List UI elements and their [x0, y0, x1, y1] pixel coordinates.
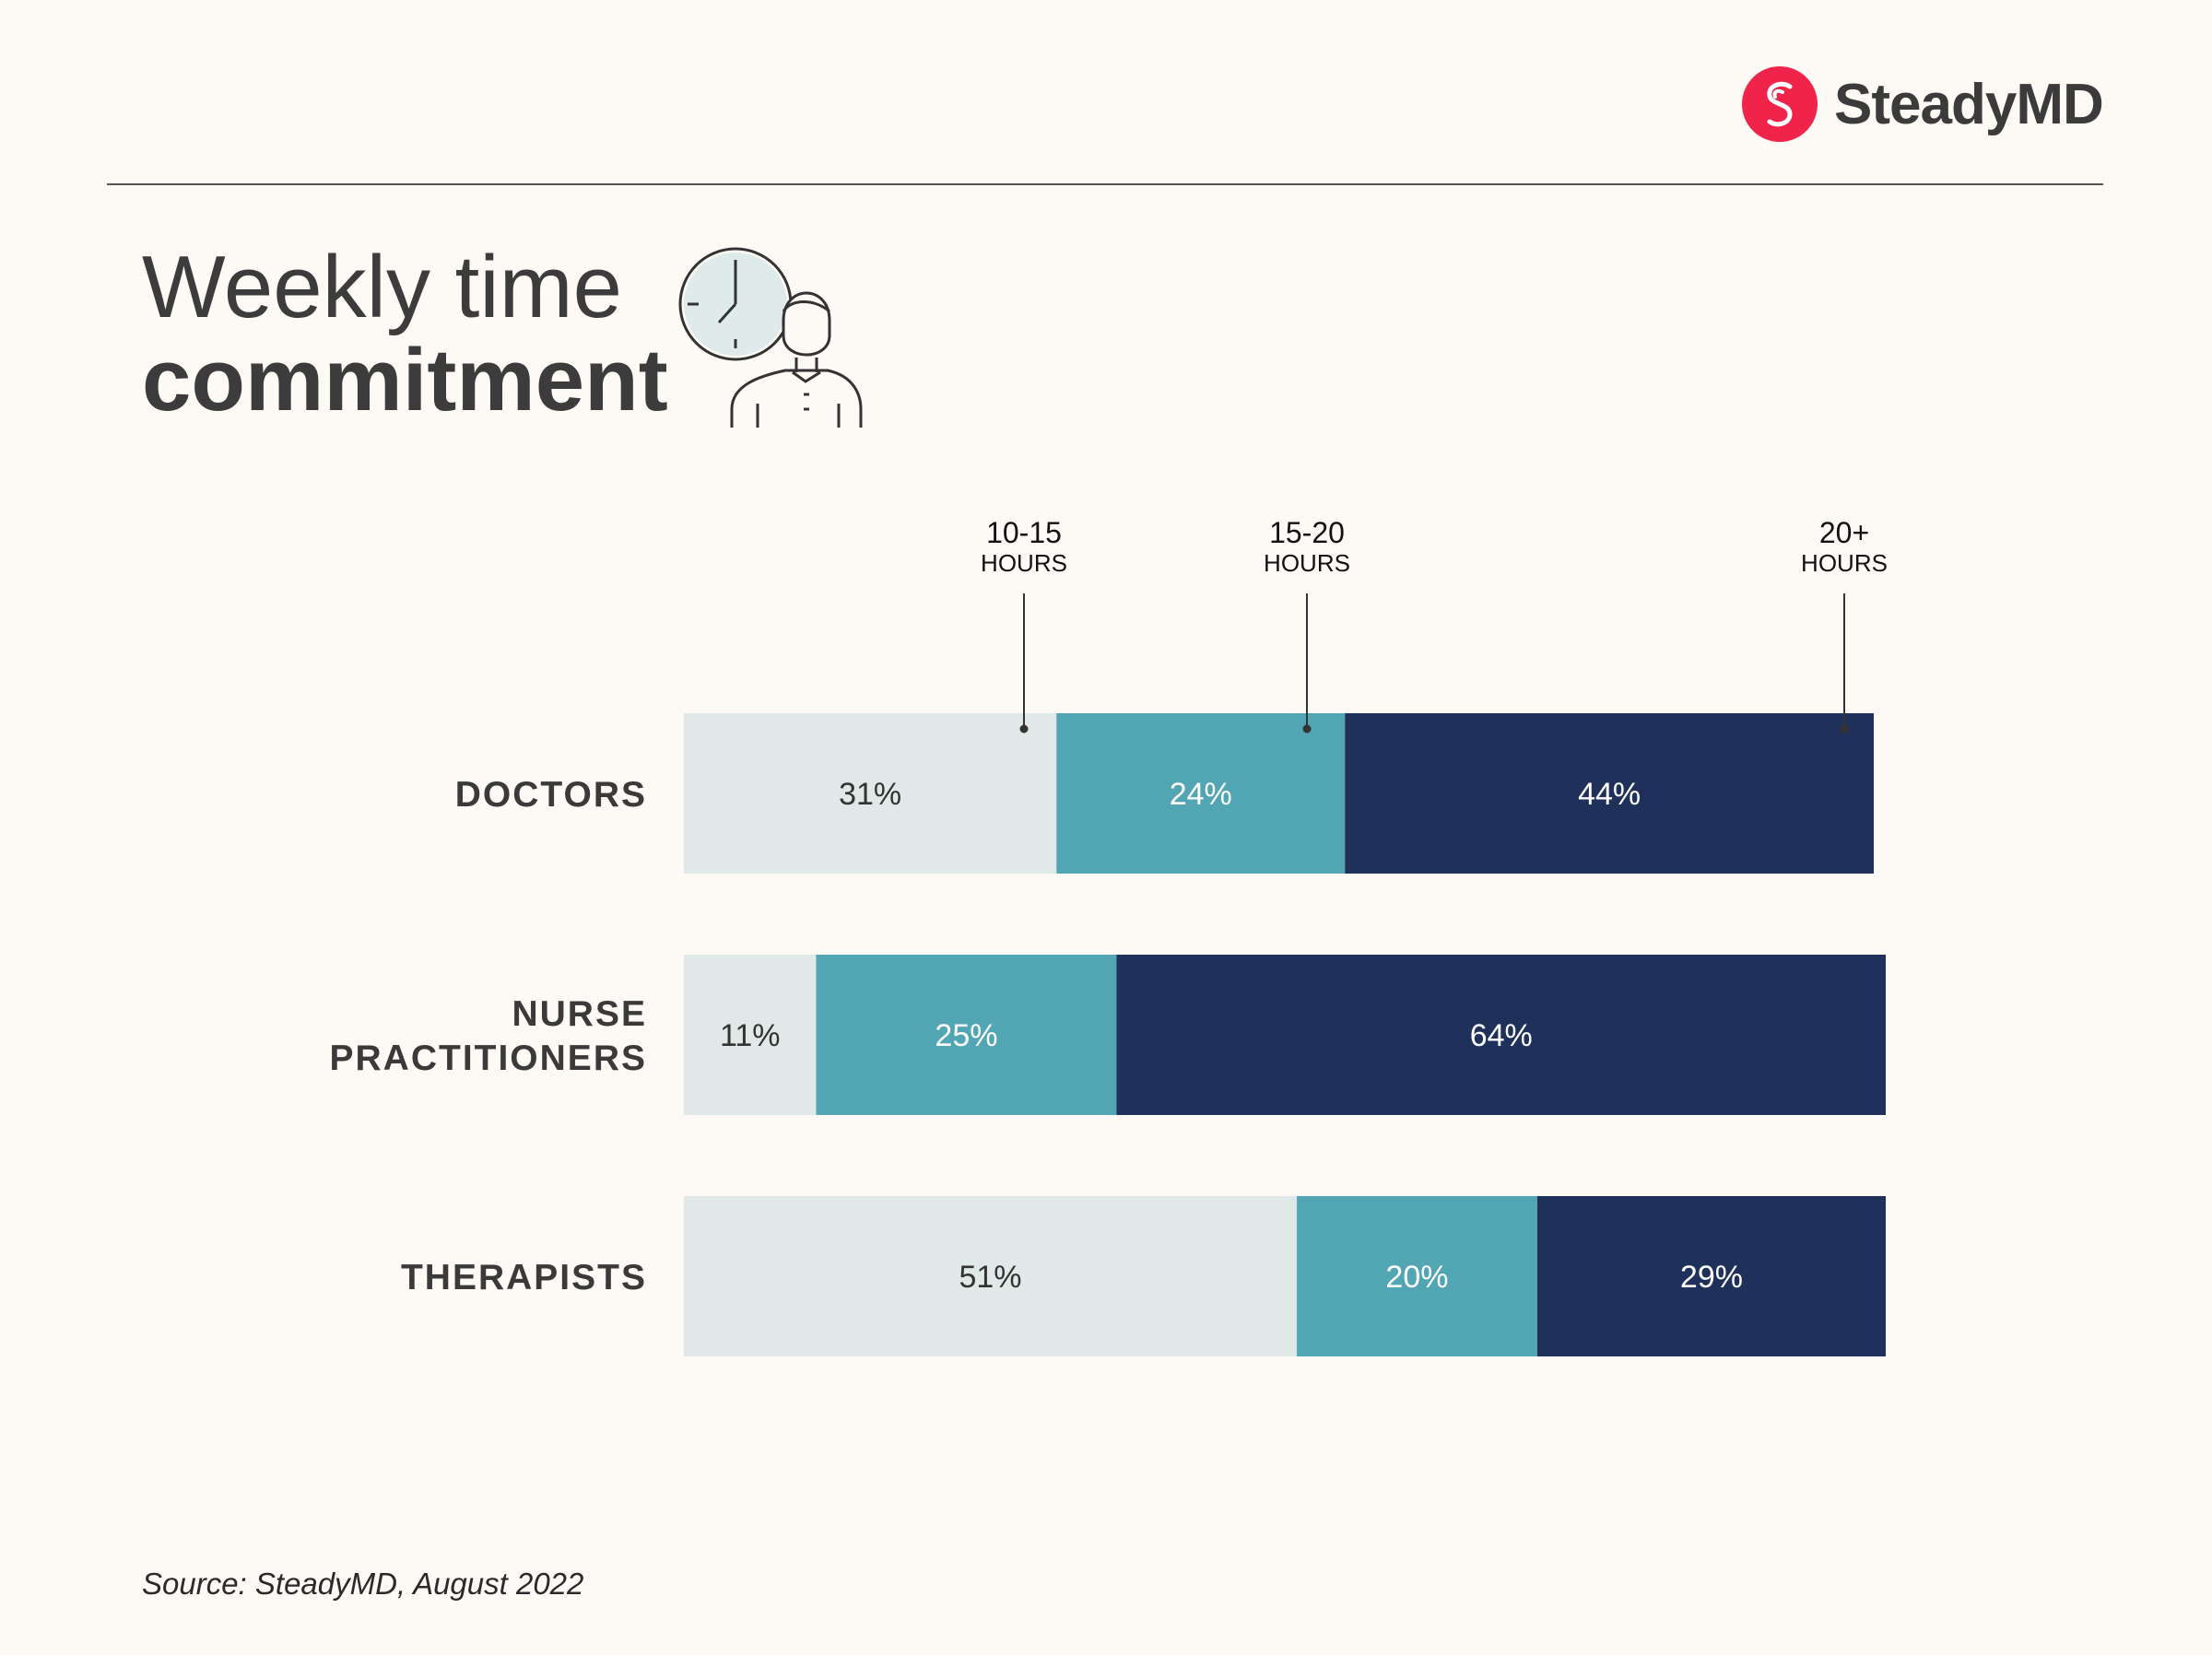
bar-segment	[684, 713, 1057, 874]
bar-segment	[1345, 713, 1874, 874]
series-header-range: 15-20	[1269, 516, 1345, 549]
brand-logo: SteadyMD	[1742, 65, 2104, 144]
bar-segment	[684, 1196, 1298, 1356]
leader-dot	[1019, 724, 1029, 734]
clock-person-icon	[678, 247, 863, 428]
bar-segment	[1536, 1196, 1887, 1356]
data-label: 64%	[1470, 1018, 1533, 1053]
bar-segment	[1116, 955, 1887, 1115]
data-label: 31%	[839, 777, 901, 812]
leader-dot	[1840, 724, 1849, 734]
bar-segment	[816, 955, 1117, 1115]
data-label: 51%	[959, 1260, 1021, 1295]
series-header-unit: HOURS	[981, 549, 1067, 577]
category-label: NURSE PRACTITIONERS	[329, 994, 647, 1078]
steadymd-logo-icon	[1742, 66, 1818, 142]
data-label: 11%	[720, 1018, 781, 1053]
category-label: DOCTORS	[455, 775, 647, 815]
title-line-1: Weekly time	[142, 238, 623, 336]
data-label: 29%	[1680, 1260, 1743, 1295]
series-header-range: 10-15	[986, 516, 1062, 549]
data-label: 20%	[1385, 1260, 1448, 1295]
data-label: 24%	[1170, 777, 1232, 812]
series-header-unit: HOURS	[1801, 549, 1888, 577]
brand-name: SteadyMD	[1834, 72, 2104, 136]
title-line-2: commitment	[142, 330, 668, 429]
leader-dot	[1302, 724, 1312, 734]
page-title: Weekly time commitment	[142, 241, 668, 428]
series-header-range: 20+	[1819, 516, 1869, 549]
data-label: 44%	[1578, 777, 1641, 812]
bar-segment	[1297, 1196, 1537, 1356]
source-note: Source: SteadyMD, August 2022	[142, 1567, 584, 1601]
series-header-unit: HOURS	[1264, 549, 1350, 577]
bar-segment	[684, 955, 817, 1115]
header-divider	[107, 183, 2103, 185]
bar-segment	[1056, 713, 1346, 874]
category-label: THERAPISTS	[401, 1258, 647, 1297]
data-label: 25%	[935, 1018, 997, 1053]
